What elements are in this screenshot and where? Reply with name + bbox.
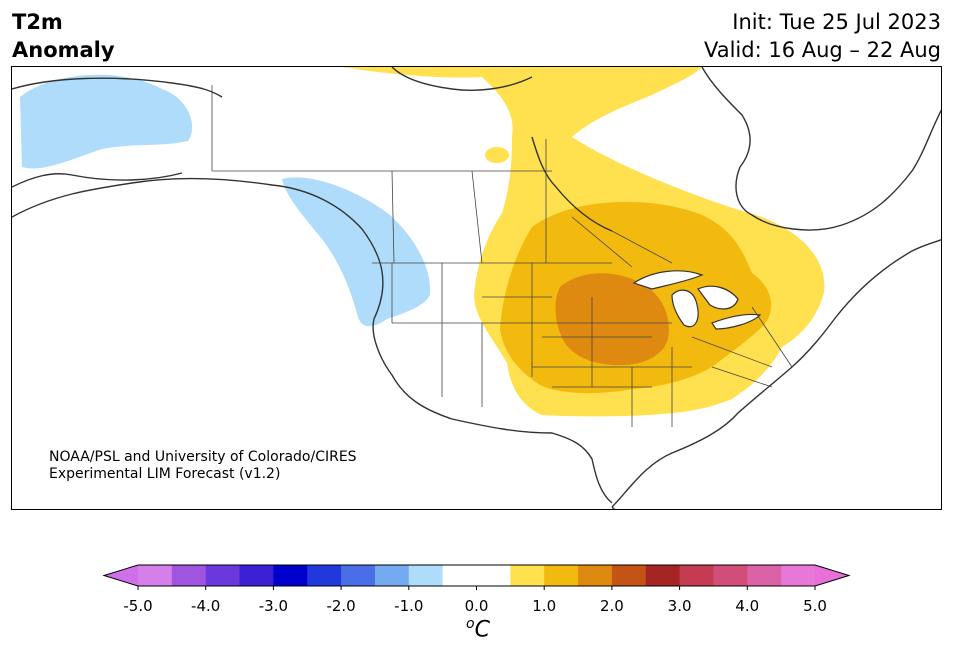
- colorbar-segment: [273, 565, 308, 586]
- unit-degree: o: [466, 616, 475, 632]
- colorbar-segment: [408, 565, 444, 586]
- colorbar-segment: [374, 565, 410, 586]
- colorbar-tick-label: -5.0: [123, 597, 153, 615]
- colorbar-segment: [138, 565, 173, 586]
- colorbar-segment: [307, 565, 342, 586]
- colorbar-segment: [341, 565, 376, 586]
- warm-anomaly-strong: [555, 273, 669, 366]
- colorbar-unit: oC: [466, 616, 490, 642]
- colorbar-tick-label: 0.0: [464, 597, 489, 615]
- colorbar-segment: [781, 565, 816, 586]
- map-canvas: [12, 67, 941, 509]
- state-province-borders: [211, 85, 793, 427]
- credit-line-1: NOAA/PSL and University of Colorado/CIRE…: [49, 449, 357, 465]
- colorbar-tick-label: 4.0: [735, 597, 760, 615]
- colorbar-tick-label: -2.0: [326, 597, 356, 615]
- colorbar-segment: [171, 565, 207, 586]
- colorbar-segment: [205, 565, 241, 586]
- colorbar-tick-label: 1.0: [532, 597, 557, 615]
- colorbar-segment: [713, 565, 748, 586]
- cold-anomaly-alaska: [20, 74, 193, 169]
- colorbar-tick-label: -3.0: [258, 597, 289, 615]
- credit-line-2: Experimental LIM Forecast (v1.2): [49, 466, 281, 482]
- colorbar-segment: [611, 565, 647, 586]
- init-date: Init: Tue 25 Jul 2023: [732, 10, 941, 34]
- coastlines: [12, 67, 941, 509]
- colorbar-segment: [747, 565, 782, 586]
- forecast-dates: Init: Tue 25 Jul 2023 Valid: 16 Aug – 22…: [704, 8, 941, 64]
- colorbar-segment: [442, 565, 477, 586]
- colorbar-tick-label: -1.0: [394, 597, 424, 615]
- valid-date: Valid: 16 Aug – 22 Aug: [703, 38, 941, 62]
- great-lakes: [632, 270, 762, 330]
- colorbar-extend-high: [815, 565, 849, 586]
- anomaly-map: [11, 66, 942, 510]
- colorbar-segment: [645, 565, 681, 586]
- title-line-1: T2m: [12, 10, 63, 34]
- colorbar-segment: [578, 565, 613, 586]
- colorbar-tick-label: 5.0: [803, 597, 827, 615]
- colorbar-tick-label: -4.0: [191, 597, 221, 615]
- credit-text: NOAA/PSL and University of Colorado/CIRE…: [49, 449, 357, 483]
- warm-anomaly-spot: [485, 147, 509, 163]
- colorbar-tick-label: 3.0: [667, 597, 692, 615]
- colorbar-segment: [679, 565, 714, 586]
- colorbar-segment: [510, 565, 545, 586]
- colorbar-segment: [544, 565, 579, 586]
- title-line-2: Anomaly: [12, 38, 115, 62]
- colorbar-extend-low: [104, 565, 138, 586]
- cold-anomaly-northwest: [282, 177, 431, 327]
- colorbar-segment: [476, 565, 511, 586]
- colorbar-tick-label: 2.0: [599, 597, 624, 615]
- map-title: T2m Anomaly: [12, 8, 115, 64]
- colorbar-segment: [239, 565, 274, 586]
- unit-letter: C: [474, 617, 490, 643]
